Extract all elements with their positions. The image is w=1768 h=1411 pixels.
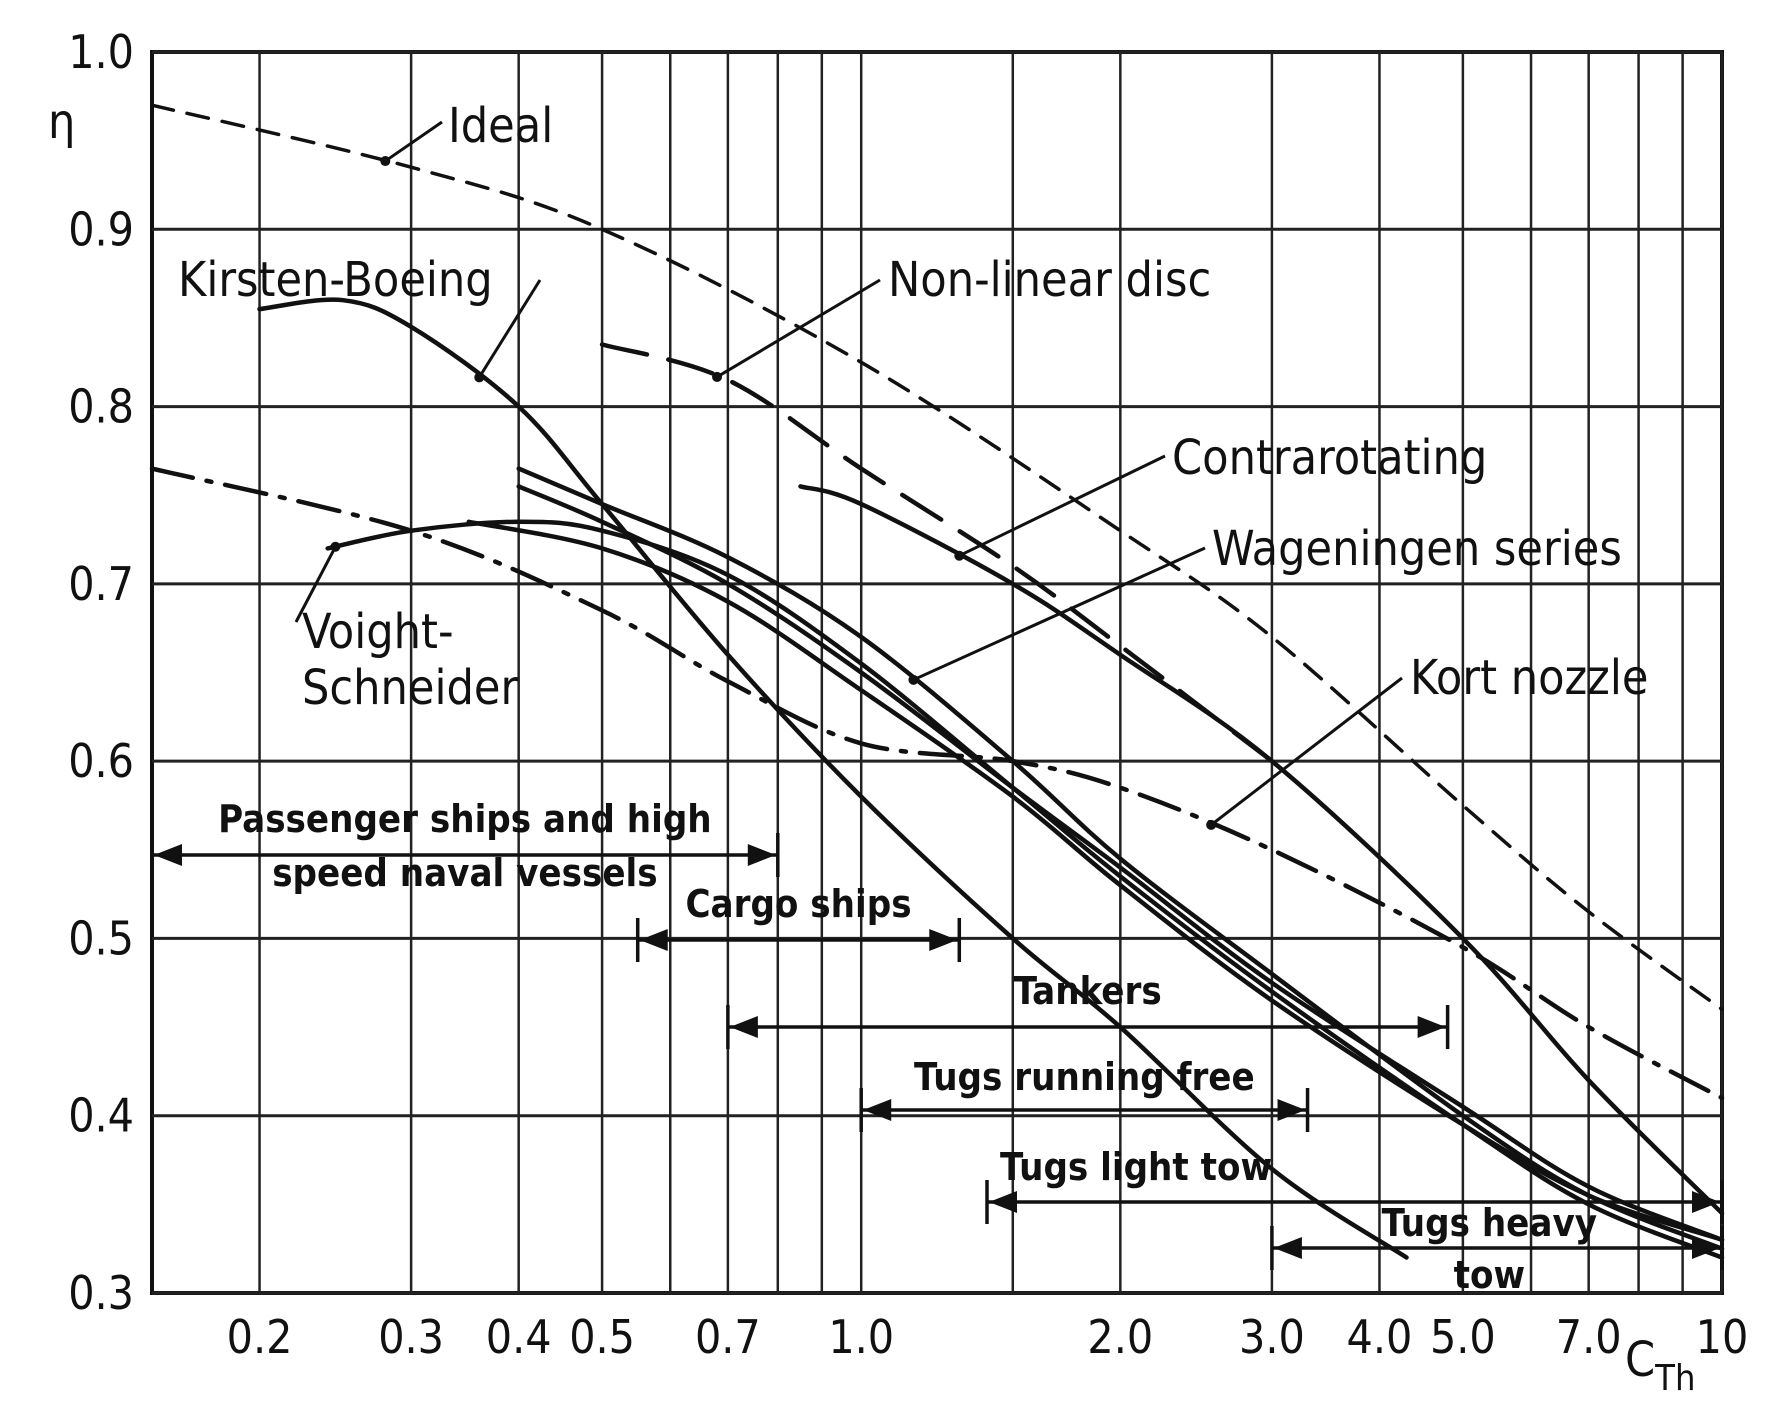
series-line-kirsten-boeing [257,297,1409,1260]
y-tick-label: 0.9 [68,202,134,256]
grid [150,50,1724,1295]
y-tick-label: 0.6 [68,734,134,788]
range-label-tugs-heavy-tow: Tugs heavy [1382,1201,1597,1245]
leader-line-voight-schneider [294,546,337,623]
leader-line-contrarotating [958,454,1166,558]
y-axis-label: η [48,94,75,150]
x-tick-label: 0.2 [227,1310,293,1364]
range-label-cargo-ships: Cargo ships [685,882,911,926]
tick-labels: 0.3 0.4 0.5 0.6 0.7 0.8 0.9 1.0 0.2 0.3 0.4 0.5 0.7 1… [68,25,1748,1364]
range-arrow-right [747,844,776,866]
x-tick-label: 0.4 [486,1310,552,1364]
range-arrow-left [988,1191,1017,1213]
range-label-tugs-running-free: Tugs running free [914,1055,1255,1099]
series-line [516,484,1725,1243]
series-line-ideal [150,103,1724,1012]
range-label-passenger-ships-and-high-speed-naval-vessels: Passenger ships and high [218,797,712,841]
leader-line-kort-nozzle [1210,676,1403,827]
y-tick-label: 0.4 [68,1089,134,1143]
y-tick-label: 1.0 [68,25,134,79]
range-labels: Passenger ships and high speed naval vess… [150,797,1724,1297]
x-tick-label: 2.0 [1087,1310,1153,1364]
leader-arrow-kirsten-boeing [474,372,485,383]
x-axis-label-subscript: Th [1654,1358,1695,1399]
series-lines [149,103,1725,1260]
label-voight-schneider: Voight-Schneider [302,604,518,716]
series-line-contrarotating [798,484,1725,1216]
range-label-tankers: Tankers [1014,969,1162,1013]
range-arrow-right [1277,1099,1306,1121]
leader-line-wageningen-series [912,546,1206,682]
leader-arrow-voight-schneider [330,541,341,552]
leader-line-non-linear-disc [716,278,881,379]
leader-arrow-kort-nozzle [1206,819,1217,830]
label-kort-nozzle: Kort nozzle [1410,650,1648,706]
range-label-tugs-light-tow: Tugs light tow [1000,1145,1272,1189]
x-tick-label: 7.0 [1556,1310,1622,1364]
label-non-linear-disc: Non-linear disc [888,252,1211,308]
label-ideal: Ideal [448,98,553,154]
series-line-wageningen-series [516,466,1725,1251]
leader-arrow-wageningen-series [908,674,919,685]
leader-arrow-ideal [380,156,391,167]
y-tick-label: 0.3 [68,1266,134,1320]
x-tick-label: 5.0 [1430,1310,1496,1364]
range-label-passenger-ships-and-high-speed-naval-vessels: speed naval vessels [272,851,657,895]
x-tick-label: 0.7 [695,1310,761,1364]
range-arrow-right [929,929,958,951]
y-tick-label: 0.5 [68,911,134,965]
range-arrow-left [154,844,182,866]
x-tick-label: 1.0 [828,1310,894,1364]
x-tick-label: 0.3 [378,1310,444,1364]
x-tick-label: 0.5 [569,1310,635,1364]
leader-arrow-non-linear-disc [712,371,723,382]
label-contrarotating: Contrarotating [1172,430,1487,486]
range-arrow-left [639,929,668,951]
series-line [466,519,1725,1243]
x-axis-label: CTh [1625,1332,1695,1399]
leader-line-ideal [384,120,443,163]
annotations: Ideal Non-linear disc Kirsten-Boeing Contra… [178,98,1648,830]
range-arrow-left [1273,1237,1302,1259]
series-line-kort-nozzle [149,466,1725,1101]
y-tick-label: 0.8 [68,380,134,434]
label-wageningen-series: Wageningen series [1212,521,1622,577]
label-kirsten-boeing: Kirsten-Boeing [178,252,493,308]
range-arrow-right [1692,1237,1720,1259]
range-arrow-left [863,1099,892,1121]
range-arrow-right [1692,1191,1720,1213]
x-tick-label: 10 [1696,1310,1749,1364]
leader-arrow-contrarotating [954,550,965,561]
x-tick-label: 3.0 [1239,1310,1305,1364]
y-tick-label: 0.7 [68,557,134,611]
x-tick-label: 4.0 [1347,1310,1413,1364]
x-axis-label-main: C [1625,1332,1655,1388]
range-label-tugs-heavy-tow: tow [1454,1253,1525,1297]
series-line-non-linear-disc [599,342,1275,764]
range-arrow-right [1417,1016,1446,1038]
leader-line-kirsten-boeing [478,279,542,379]
range-arrow-left [729,1016,758,1038]
